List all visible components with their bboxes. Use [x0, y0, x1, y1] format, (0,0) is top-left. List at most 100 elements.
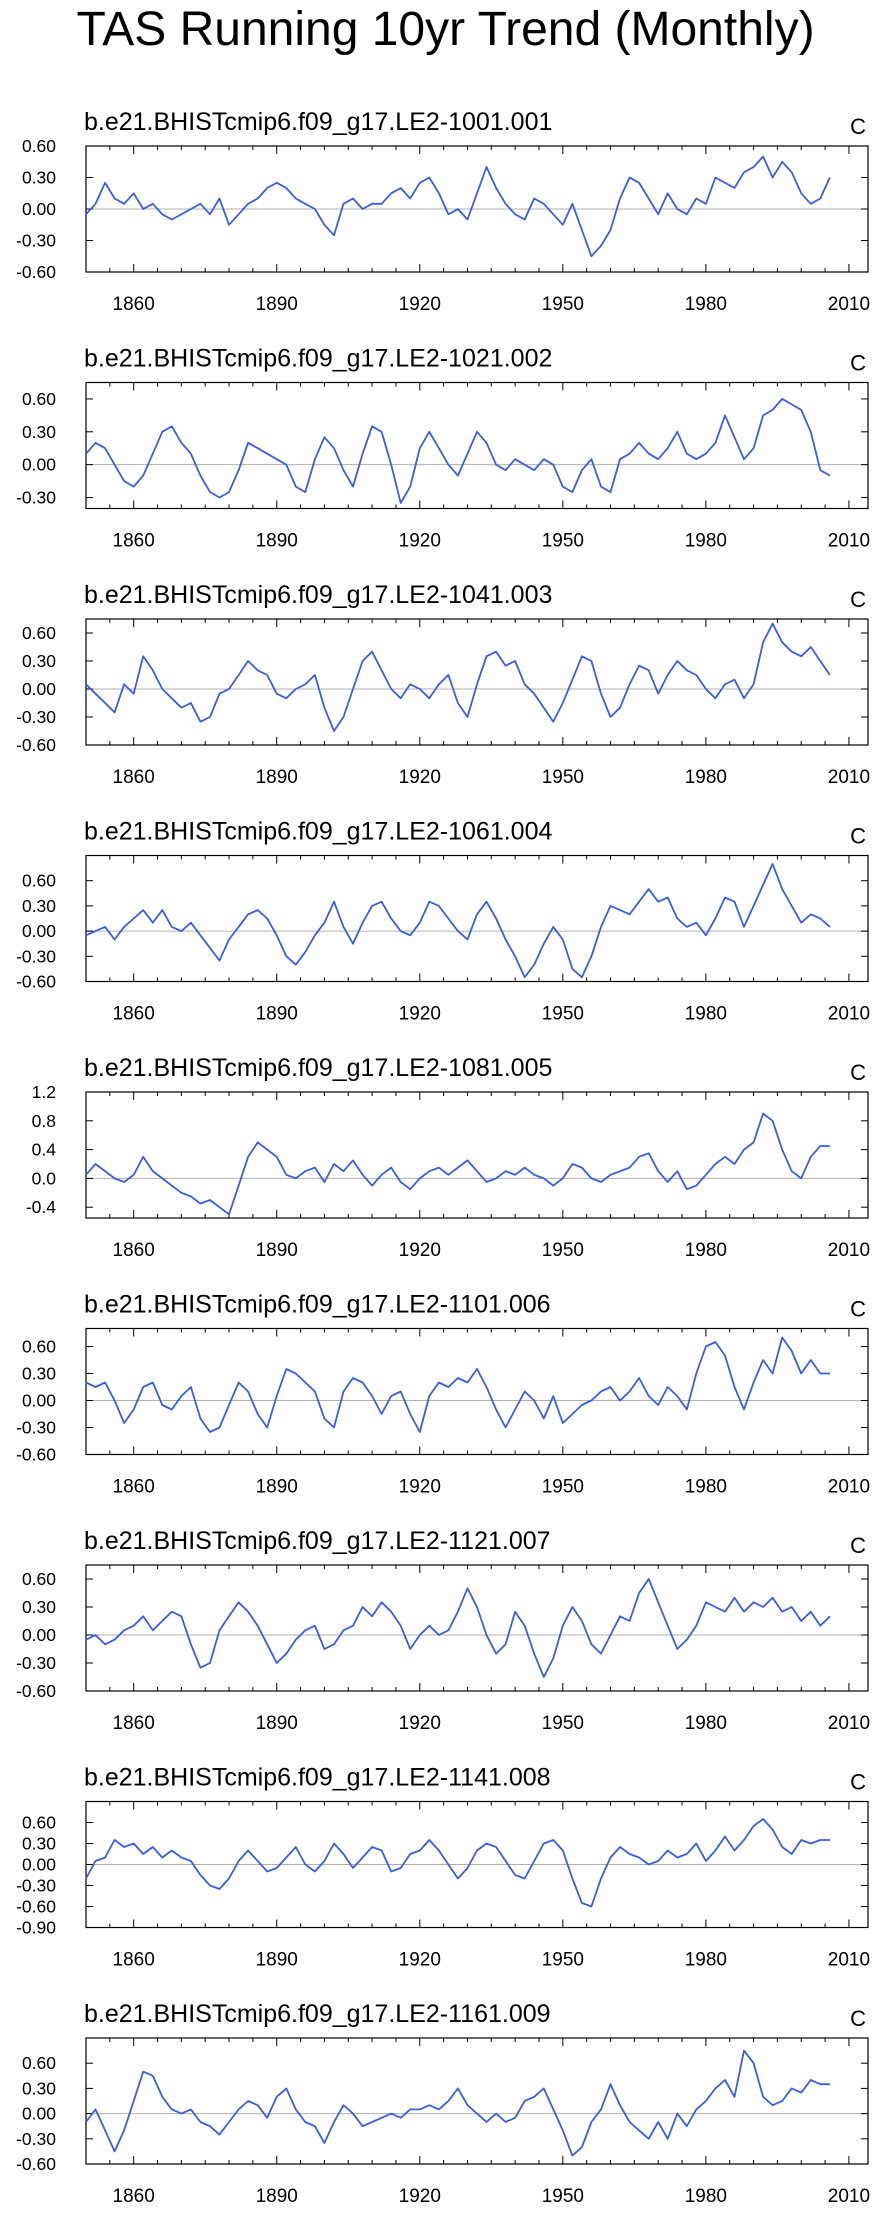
chart-title: b.e21.BHISTcmip6.f09_g17.LE2-1121.007 — [84, 1527, 551, 1555]
chart-panel-7: b.e21.BHISTcmip6.f09_g17.LE2-1121.007 C 18… — [16, 1527, 870, 1734]
x-tick-label: 1950 — [542, 1477, 584, 1498]
x-tick-label: 1950 — [542, 767, 584, 788]
y-tick-label: 0.30 — [22, 651, 56, 671]
y-tick-label: 0.00 — [22, 199, 56, 219]
y-tick-label: -0.60 — [16, 735, 56, 755]
x-tick-label: 2010 — [828, 1713, 870, 1734]
chart-panel-8: b.e21.BHISTcmip6.f09_g17.LE2-1141.008 C 18… — [16, 1764, 870, 1971]
y-tick-label: 0.60 — [22, 389, 56, 409]
x-tick-label: 2010 — [828, 1004, 870, 1025]
chart-title: b.e21.BHISTcmip6.f09_g17.LE2-1161.009 — [84, 2000, 551, 2028]
units-label: C — [850, 2006, 866, 2031]
x-tick-label: 1950 — [542, 1004, 584, 1025]
plot-frame — [85, 1564, 869, 1692]
x-tick-label: 1950 — [542, 2186, 584, 2207]
chart-title: b.e21.BHISTcmip6.f09_g17.LE2-1041.003 — [84, 581, 552, 609]
series-line — [85, 863, 831, 979]
units-label: C — [850, 351, 866, 376]
x-tick-label: 2010 — [828, 531, 870, 552]
y-tick-label: 0.60 — [22, 1337, 56, 1357]
x-tick-label: 2010 — [828, 1240, 870, 1261]
x-tick-label: 1860 — [113, 294, 155, 315]
x-tick-label: 1920 — [399, 294, 441, 315]
series-line — [85, 1336, 830, 1433]
plot-frame — [85, 618, 869, 746]
units-label: C — [850, 587, 866, 612]
x-tick-label: 1980 — [685, 767, 727, 788]
x-tick-label: 1920 — [399, 1950, 441, 1971]
x-tick-label: 2010 — [828, 767, 870, 788]
x-tick-label: 1860 — [113, 1240, 155, 1261]
y-tick-label: 0.00 — [22, 1391, 56, 1411]
series-line — [85, 1112, 830, 1216]
x-tick-label: 1950 — [542, 294, 584, 315]
x-tick-label: 1860 — [113, 1713, 155, 1734]
units-label: C — [850, 1770, 866, 1795]
x-tick-label: 1980 — [685, 1240, 727, 1261]
x-tick-label: 1980 — [685, 1477, 727, 1498]
x-tick-label: 1890 — [256, 1713, 298, 1734]
series-line — [85, 1818, 830, 1908]
plot-frame — [85, 381, 869, 510]
y-tick-label: 1.2 — [32, 1082, 56, 1102]
x-tick-label: 1920 — [399, 531, 441, 552]
x-tick-label: 1890 — [256, 767, 298, 788]
x-tick-label: 1980 — [685, 1004, 727, 1025]
y-tick-label: -0.30 — [16, 488, 56, 508]
x-tick-label: 1890 — [256, 1950, 298, 1971]
y-tick-label: 0.00 — [22, 679, 56, 699]
x-tick-label: 1950 — [542, 531, 584, 552]
y-tick-label: 0.30 — [22, 1834, 56, 1854]
x-tick-label: 1890 — [256, 294, 298, 315]
y-tick-label: -0.60 — [16, 1681, 56, 1701]
chart-title: b.e21.BHISTcmip6.f09_g17.LE2-1061.004 — [84, 818, 552, 846]
y-tick-label: -0.60 — [16, 1897, 56, 1917]
y-tick-label: 0.60 — [22, 2053, 56, 2073]
y-tick-label: -0.30 — [16, 1653, 56, 1673]
plot-frame — [85, 1091, 869, 1219]
chart-panel-4: b.e21.BHISTcmip6.f09_g17.LE2-1061.004 C 18… — [16, 818, 870, 1025]
y-tick-label: 0.30 — [22, 2078, 56, 2098]
units-label: C — [850, 824, 866, 849]
series-line — [85, 1578, 831, 1678]
x-tick-label: 2010 — [828, 2186, 870, 2207]
y-tick-label: 0.00 — [22, 2104, 56, 2124]
series-line — [85, 155, 831, 258]
chart-panel-5: b.e21.BHISTcmip6.f09_g17.LE2-1081.005 C 18… — [26, 1054, 870, 1261]
units-label: C — [850, 1297, 866, 1322]
y-tick-label: -0.60 — [16, 972, 56, 992]
chart-title: b.e21.BHISTcmip6.f09_g17.LE2-1101.006 — [84, 1291, 551, 1319]
chart-title: b.e21.BHISTcmip6.f09_g17.LE2-1141.008 — [84, 1764, 551, 1792]
y-tick-label: -0.30 — [16, 1418, 56, 1438]
x-tick-label: 1860 — [113, 2186, 155, 2207]
main-title: TAS Running 10yr Trend (Monthly) — [76, 3, 815, 56]
chart-title: b.e21.BHISTcmip6.f09_g17.LE2-1021.002 — [84, 345, 552, 373]
y-tick-label: 0.0 — [32, 1168, 57, 1188]
x-tick-label: 1890 — [256, 531, 298, 552]
chart-panel-3: b.e21.BHISTcmip6.f09_g17.LE2-1041.003 C 18… — [16, 581, 870, 788]
chart-panel-9: b.e21.BHISTcmip6.f09_g17.LE2-1161.009 C 18… — [16, 2000, 870, 2207]
x-tick-label: 1860 — [113, 1004, 155, 1025]
x-tick-label: 1890 — [256, 1004, 298, 1025]
units-label: C — [850, 1533, 866, 1558]
x-tick-label: 1920 — [399, 1004, 441, 1025]
series-line — [85, 622, 831, 732]
y-tick-label: 0.30 — [22, 168, 56, 188]
series-line — [85, 397, 831, 504]
x-tick-label: 1980 — [685, 1950, 727, 1971]
y-tick-label: 0.8 — [32, 1111, 56, 1131]
x-tick-label: 1860 — [113, 767, 155, 788]
y-tick-label: 0.4 — [32, 1140, 57, 1160]
x-tick-label: 2010 — [828, 294, 870, 315]
x-tick-label: 1950 — [542, 1950, 584, 1971]
y-tick-label: 0.00 — [22, 921, 56, 941]
x-tick-label: 1920 — [399, 1240, 441, 1261]
x-tick-label: 1890 — [256, 1477, 298, 1498]
y-tick-label: -0.30 — [16, 2129, 56, 2149]
y-tick-label: -0.30 — [16, 231, 56, 251]
x-tick-label: 1950 — [542, 1713, 584, 1734]
y-tick-label: 0.30 — [22, 422, 56, 442]
x-tick-label: 1920 — [399, 2186, 441, 2207]
y-tick-label: -0.4 — [26, 1197, 56, 1217]
